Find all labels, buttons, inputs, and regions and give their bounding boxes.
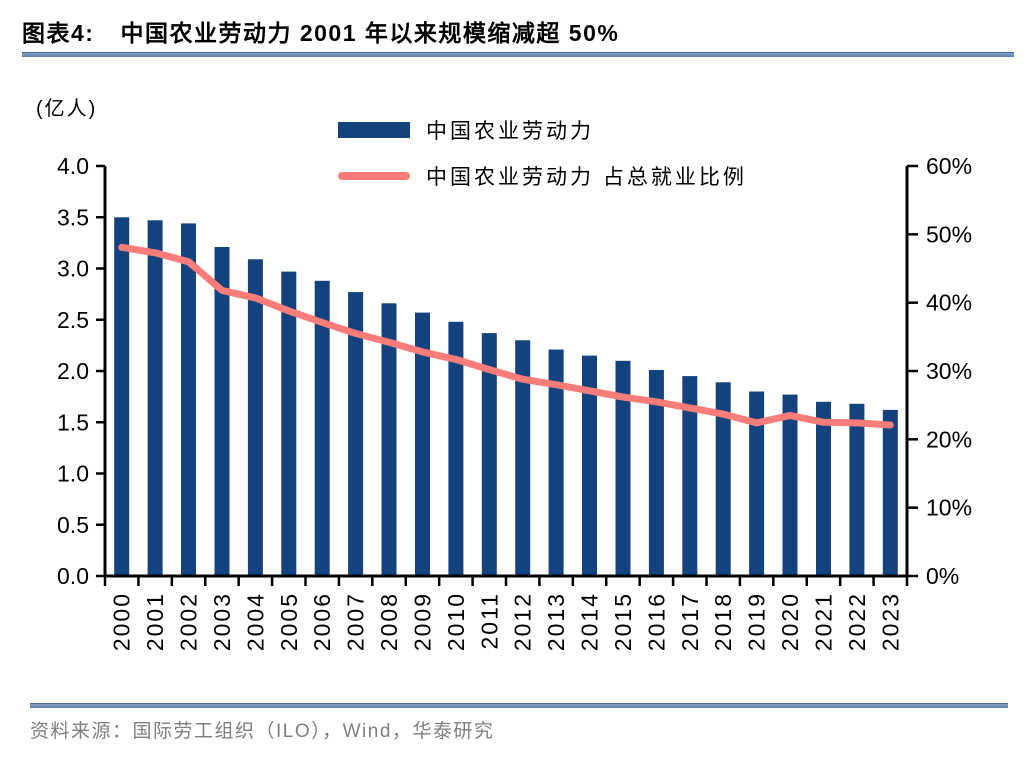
- x-axis-tick-label: 2016: [643, 592, 669, 651]
- x-axis-tick-label: 2011: [476, 592, 502, 649]
- x-axis-tick-label: 2004: [242, 592, 268, 651]
- x-axis-tick-label: 2000: [109, 592, 135, 651]
- bar: [882, 409, 898, 576]
- x-axis-tick-label: 2015: [610, 592, 636, 651]
- bar: [281, 271, 297, 576]
- bar: [648, 370, 664, 576]
- right-axis-tick-label: 50%: [926, 221, 972, 247]
- bar: [181, 223, 196, 576]
- trend-line: [118, 243, 894, 429]
- chart-title: 中国农业劳动力 2001 年以来规模缩减超 50%: [120, 20, 620, 46]
- bar: [515, 340, 531, 577]
- x-axis-tick-label: 2020: [777, 592, 803, 651]
- bar: [749, 391, 765, 576]
- legend-item-bar-series: 中国农业劳动力: [338, 113, 747, 147]
- bar-series-label: 中国农业劳动力: [426, 120, 594, 143]
- x-axis-tick-label: 2009: [409, 592, 435, 651]
- x-axis-tick-label: 2003: [209, 592, 235, 651]
- right-axis-tick-label: 30%: [926, 358, 972, 384]
- page-title: 图表4: 中国农业劳动力 2001 年以来规模缩减超 50%: [22, 14, 619, 48]
- x-axis-tick-label: 2012: [510, 592, 536, 651]
- left-axis-unit-label: (亿人): [36, 98, 98, 120]
- left-axis-tick-label: 3.5: [57, 204, 89, 230]
- x-axis-tick-label: 2013: [543, 592, 569, 651]
- bar: [147, 220, 163, 577]
- right-axis-tick-label: 60%: [926, 153, 972, 179]
- bar: [314, 280, 330, 576]
- right-axis-tick-label: 20%: [926, 426, 972, 452]
- bar: [481, 333, 497, 576]
- title-divider: [22, 52, 1014, 57]
- left-axis-tick-label: 2.0: [57, 358, 89, 384]
- right-axis-tick-label: 40%: [926, 290, 972, 316]
- x-axis-tick-label: 2022: [844, 592, 870, 651]
- left-axis-tick-label: 1.0: [57, 461, 89, 487]
- bar: [114, 217, 130, 577]
- line-series-swatch: [338, 172, 410, 180]
- x-axis-tick-label: 2019: [744, 592, 770, 651]
- x-axis-tick-label: 2008: [376, 592, 402, 651]
- left-axis-tick-label: 0.5: [57, 512, 89, 538]
- footer-divider: [30, 703, 1008, 708]
- bar: [582, 355, 597, 576]
- right-axis-tick-label: 0%: [926, 563, 959, 589]
- x-axis-tick-label: 2005: [276, 592, 302, 651]
- x-axis-tick-label: 2007: [343, 592, 369, 651]
- bar: [715, 382, 731, 576]
- x-axis-tick-label: 2006: [309, 592, 335, 651]
- x-axis-tick-label: 2002: [176, 592, 202, 651]
- left-axis-tick-label: 1.5: [57, 409, 89, 435]
- bar: [615, 360, 631, 577]
- legend-item-line-series: 中国农业劳动力 占总就业比例: [338, 159, 747, 193]
- bar-series-swatch: [338, 122, 410, 138]
- source-note: 资料来源：国际劳工组织（ILO），Wind，华泰研究: [30, 721, 495, 742]
- bar: [348, 292, 364, 576]
- x-axis-tick-label: 2023: [877, 592, 903, 651]
- bar: [816, 401, 831, 577]
- bar: [548, 349, 564, 576]
- x-axis-tick-label: 2021: [810, 592, 836, 651]
- bar: [214, 247, 230, 576]
- x-axis-tick-label: 2001: [142, 592, 168, 651]
- left-axis-tick-label: 3.0: [57, 256, 89, 282]
- right-axis-tick-label: 10%: [926, 495, 972, 521]
- x-axis-tick-label: 2018: [710, 592, 736, 651]
- x-axis-tick-label: 2014: [577, 592, 603, 651]
- x-axis-tick-label: 2010: [443, 592, 469, 651]
- bar: [849, 403, 865, 576]
- figure-label: 图表4:: [22, 20, 95, 46]
- left-axis-tick-label: 2.5: [57, 307, 89, 333]
- bar: [247, 259, 263, 576]
- bar: [381, 303, 397, 576]
- bar: [782, 394, 798, 576]
- chart-legend: 中国农业劳动力 中国农业劳动力 占总就业比例: [338, 113, 747, 205]
- left-axis-tick-label: 0.0: [57, 563, 89, 589]
- bar: [682, 376, 698, 576]
- bar: [415, 312, 430, 576]
- line-series-label: 中国农业劳动力 占总就业比例: [426, 166, 747, 189]
- left-axis-tick-label: 4.0: [57, 153, 89, 179]
- bar: [448, 321, 464, 576]
- x-axis-tick-label: 2017: [677, 592, 703, 651]
